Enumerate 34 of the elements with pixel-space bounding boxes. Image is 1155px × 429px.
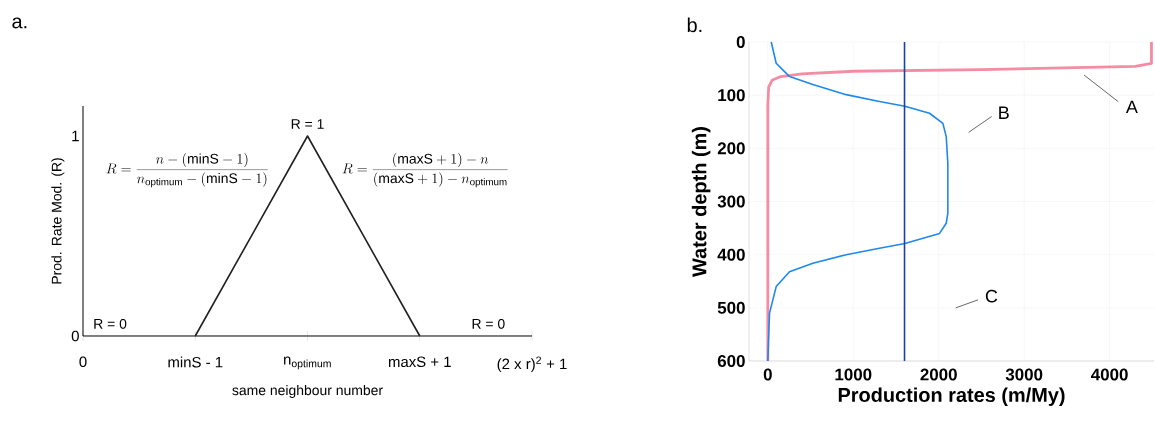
x-tick-label: n$_{optimum}$ — [284, 356, 331, 370]
text: B — [999, 106, 1009, 119]
line-series — [767, 41, 949, 362]
chart-title: a. — [12, 17, 27, 29]
x-tick-label: 3000 — [1005, 368, 1043, 381]
x-tick-label: 1000 — [835, 368, 872, 381]
y-tick-label: 100 — [718, 89, 745, 102]
line-series — [766, 40, 1153, 363]
chart-title: b. — [687, 17, 702, 33]
annotation: R = 1 — [291, 119, 324, 129]
y-tick-label: 400 — [717, 248, 745, 261]
annotation: R = 0 — [472, 318, 505, 329]
y-tick-label: 600 — [717, 355, 745, 368]
y-tick-label: 500 — [717, 301, 745, 314]
annotation: $R = \frac{n - (\mathrm{minS} - 1)}{n_{\mathrm{optimum}} - (\mathrm{minS} - 1)}$ — [106, 152, 268, 188]
x-tick-label: 0 — [763, 368, 772, 381]
annotation: $R = \frac{(\mathrm{maxS} + 1) - n}{(\mathrm{maxS} + 1) - n_{\mathrm{optimum}}}$ — [342, 152, 508, 188]
y-tick-label: 0 — [736, 36, 745, 49]
y-axis-title: Water depth (m) — [691, 127, 711, 277]
y-tick-label: 1 — [72, 130, 79, 142]
x-tick-label: maxS + 1 — [388, 356, 451, 368]
x-tick-label: minS - 1 — [168, 356, 223, 368]
x-axis-title: same neighbour number — [232, 384, 383, 398]
x-tick-label: 2000 — [920, 368, 957, 381]
y-tick-label: 200 — [717, 142, 745, 155]
y-axis-title: Prod. Rate Mod. (R) — [51, 158, 65, 284]
x-axis-title: Production rates (m/My) — [838, 387, 1065, 406]
x-tick-label: (2 x r)$^{2}$ + 1 — [497, 356, 567, 373]
y-tick-label: 300 — [717, 195, 745, 208]
text: C — [985, 289, 998, 303]
x-tick-label: 0 — [79, 356, 87, 368]
series-label: A — [1125, 100, 1138, 114]
x-tick-label: 4000 — [1091, 368, 1128, 381]
annotation: R = 0 — [94, 318, 127, 329]
